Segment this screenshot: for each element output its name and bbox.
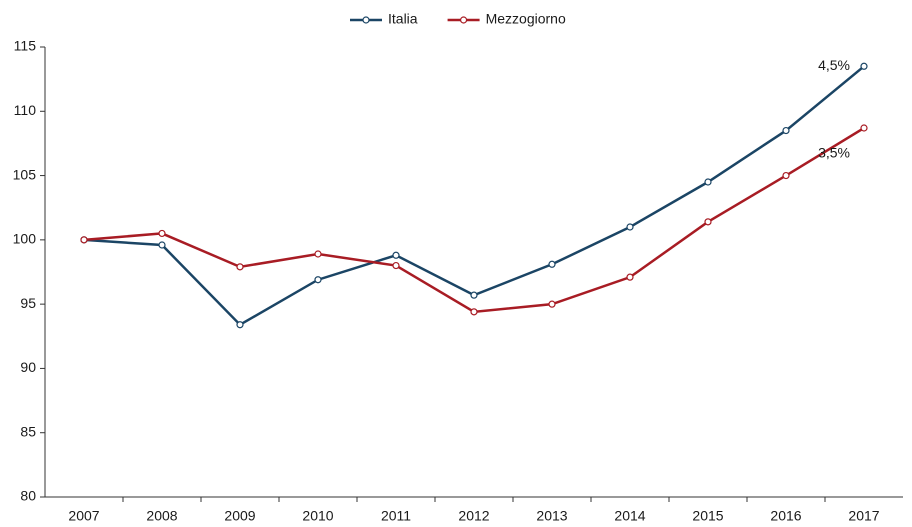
- x-tick-label: 2011: [381, 508, 411, 524]
- point: [158, 241, 166, 249]
- x-tick-label: 2014: [614, 508, 645, 524]
- y-tick-label: 90: [20, 359, 36, 375]
- point: [236, 263, 244, 271]
- y-tick-label: 105: [13, 166, 37, 182]
- series-line: [83, 65, 865, 327]
- y-tick-label: 115: [14, 38, 37, 54]
- y-tick-label: 100: [13, 231, 37, 247]
- y-tick-label: 110: [14, 102, 37, 118]
- y-tick-label: 95: [20, 295, 36, 311]
- x-tick-label: 2012: [458, 508, 489, 524]
- y-tick-label: 80: [20, 488, 36, 504]
- legend-marker: [459, 16, 468, 24]
- point: [158, 229, 166, 238]
- point: [782, 171, 790, 180]
- x-tick-label: 2009: [224, 508, 255, 524]
- point: [80, 236, 88, 244]
- point: [626, 223, 634, 231]
- point: [782, 126, 790, 135]
- x-tick-label: 2008: [146, 508, 177, 524]
- x-tick-label: 2015: [692, 508, 723, 524]
- point: [704, 178, 712, 186]
- point: [314, 276, 322, 284]
- x-tick-label: 2010: [302, 508, 333, 524]
- legend-label: Italia: [388, 11, 418, 27]
- point: [392, 261, 400, 270]
- legend-label: Mezzogiorno: [486, 11, 566, 27]
- point: [704, 218, 712, 226]
- x-tick-label: 2017: [848, 508, 879, 524]
- point: [236, 321, 244, 329]
- x-tick-label: 2007: [68, 508, 99, 524]
- point: [548, 300, 556, 308]
- point: [470, 291, 478, 299]
- y-tick-label: 85: [20, 423, 36, 439]
- point: [860, 62, 868, 70]
- point: [860, 124, 868, 132]
- end-label: 3,5%: [818, 145, 850, 161]
- x-tick-label: 2016: [770, 508, 801, 524]
- point: [626, 273, 634, 281]
- point: [314, 250, 322, 258]
- point: [392, 251, 400, 259]
- legend-marker: [362, 16, 370, 24]
- end-label: 4,5%: [818, 57, 850, 73]
- point: [470, 308, 478, 316]
- x-tick-label: 2013: [536, 508, 567, 524]
- point: [548, 260, 556, 268]
